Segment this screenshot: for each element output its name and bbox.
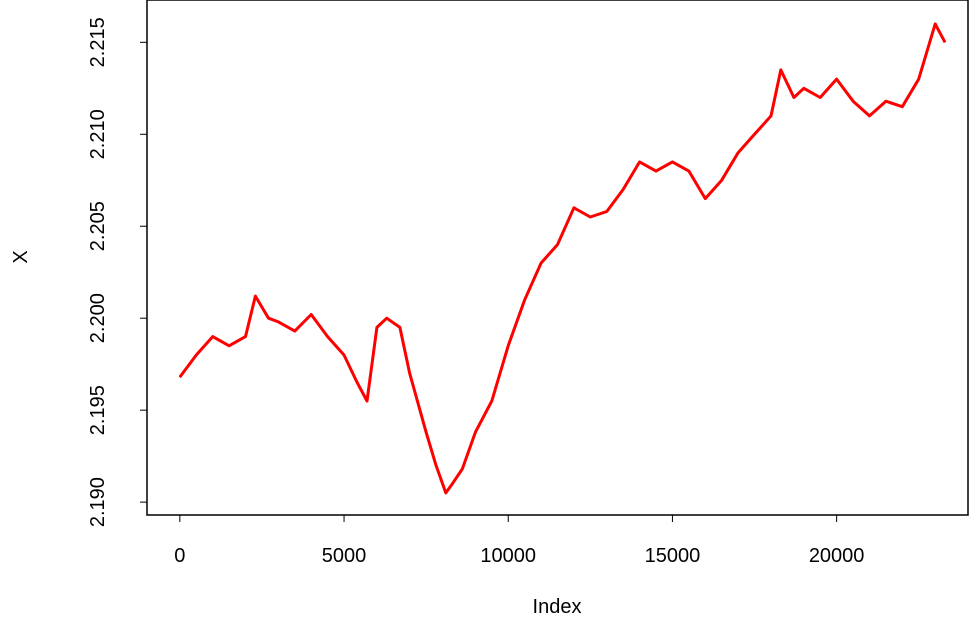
x-tick-label: 10000 <box>480 545 536 567</box>
series-layer <box>178 22 947 495</box>
x-tick-label: 20000 <box>809 545 865 567</box>
plot-frame <box>146 0 969 516</box>
x-tick-label: 0 <box>174 545 185 567</box>
y-axis: 2.190 2.195 2.200 2.205 2.210 2.215 <box>87 17 148 527</box>
y-tick-label: 2.195 <box>87 385 109 435</box>
x-axis-title: Index <box>533 596 582 618</box>
x-tick-label: 5000 <box>322 545 367 567</box>
y-tick-label: 2.190 <box>87 477 109 527</box>
y-tick-label: 2.215 <box>87 17 109 67</box>
series-line-2 <box>178 22 947 495</box>
y-tick-label: 2.205 <box>87 201 109 251</box>
y-axis-title: X <box>10 250 32 263</box>
x-tick-label: 15000 <box>645 545 701 567</box>
series-line-1 <box>178 22 946 494</box>
y-tick-label: 2.200 <box>87 293 109 343</box>
x-axis: 0 5000 10000 15000 20000 <box>174 514 865 567</box>
y-tick-label: 2.210 <box>87 109 109 159</box>
